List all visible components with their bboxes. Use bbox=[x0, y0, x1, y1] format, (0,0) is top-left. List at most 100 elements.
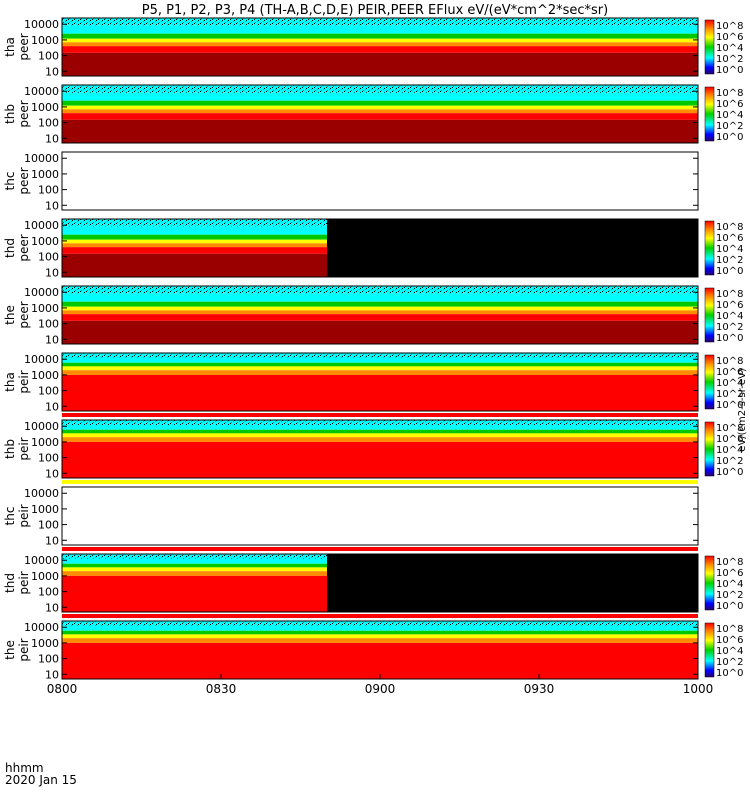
flux-band-3 bbox=[62, 433, 698, 438]
colorbar-tick-label: 10^6 bbox=[716, 434, 743, 445]
quality-flag-bar bbox=[62, 547, 698, 551]
panel-frame bbox=[61, 84, 699, 144]
flux-band-6 bbox=[62, 320, 698, 344]
colorbar-tick-label: 10^2 bbox=[716, 590, 743, 601]
y-tick-label: 10 bbox=[45, 65, 59, 78]
flux-band-4 bbox=[62, 370, 698, 375]
colorbar bbox=[704, 622, 715, 678]
flux-band-4 bbox=[62, 571, 327, 576]
colorbar-tick-label: 10^8 bbox=[716, 21, 743, 32]
panel-probe-label: thb bbox=[3, 439, 17, 459]
no-data-fill bbox=[327, 554, 698, 612]
flux-band-5 bbox=[62, 374, 698, 411]
x-tick-label: 0830 bbox=[206, 682, 237, 696]
flux-band-1 bbox=[62, 92, 698, 101]
colorbar-units-label: eV/(cm2-s-sr-eV) bbox=[737, 368, 748, 452]
panel-thb-peer: 10 100 1000 10000 thb peer 10^810^610^410^210^… bbox=[3, 84, 743, 145]
colorbar-tick-label: 10^0 bbox=[716, 601, 743, 612]
y-tick-label: 10 bbox=[45, 534, 59, 547]
flux-band-3 bbox=[62, 239, 327, 244]
panel-species-label: peir bbox=[17, 437, 31, 460]
x-tick-label: 0800 bbox=[47, 682, 78, 696]
colorbar-tick-label: 10^2 bbox=[716, 54, 743, 65]
y-tick-label: 1000 bbox=[31, 235, 59, 248]
flux-band-4 bbox=[62, 638, 698, 643]
colorbar-tick-label: 10^4 bbox=[716, 244, 743, 255]
y-tick-label: 10000 bbox=[24, 85, 59, 98]
y-tick-label: 100 bbox=[38, 586, 59, 599]
panel-tha-peir: 10 100 1000 10000 tha peir 10^810^610^410^210^… bbox=[3, 352, 743, 417]
x-tick-label: 1000 bbox=[683, 682, 714, 696]
colorbar-tick-label: 10^0 bbox=[716, 668, 743, 679]
flux-band-4 bbox=[62, 42, 698, 47]
colorbar bbox=[704, 354, 715, 410]
y-tick-label: 10000 bbox=[24, 621, 59, 634]
colorbar-tick-label: 10^6 bbox=[716, 32, 743, 43]
panel-probe-label: thc bbox=[3, 172, 17, 191]
flux-band-5 bbox=[62, 441, 698, 478]
y-tick-label: 1000 bbox=[31, 369, 59, 382]
flux-band-6 bbox=[62, 119, 698, 143]
colorbar-tick-label: 10^4 bbox=[716, 43, 743, 54]
panel-probe-label: thd bbox=[3, 573, 17, 593]
flux-band-5 bbox=[62, 247, 327, 254]
panel-frame bbox=[61, 218, 699, 278]
panel-probe-label: the bbox=[3, 640, 17, 660]
flux-band-4 bbox=[62, 243, 327, 248]
flux-band-0 bbox=[62, 18, 698, 26]
no-data-fill bbox=[327, 219, 698, 277]
panel-frame bbox=[61, 151, 699, 211]
flux-band-2 bbox=[62, 630, 698, 635]
panel-thb-peir: 10 100 1000 10000 thb peir 10^810^610^410^210^… bbox=[3, 419, 743, 484]
panel-frame bbox=[61, 17, 699, 77]
flux-band-1 bbox=[62, 25, 698, 34]
flux-band-2 bbox=[62, 362, 698, 367]
flux-band-5 bbox=[62, 642, 698, 679]
y-tick-label: 1000 bbox=[31, 637, 59, 650]
flux-band-2 bbox=[62, 563, 327, 568]
y-tick-label: 100 bbox=[38, 385, 59, 398]
flux-band-1 bbox=[62, 357, 698, 363]
panel-probe-label: thb bbox=[3, 104, 17, 124]
y-tick-label: 10000 bbox=[24, 554, 59, 567]
flux-band-5 bbox=[62, 46, 698, 53]
flux-band-3 bbox=[62, 634, 698, 639]
quality-flag-bar bbox=[62, 614, 698, 618]
y-tick-label: 10 bbox=[45, 400, 59, 413]
y-tick-label: 1000 bbox=[31, 570, 59, 583]
flux-band-1 bbox=[62, 558, 327, 564]
colorbar-tick-label: 10^4 bbox=[716, 378, 743, 389]
panel-frame bbox=[61, 352, 699, 412]
y-tick-label: 100 bbox=[38, 519, 59, 532]
flux-band-6 bbox=[62, 52, 698, 76]
colorbar-tick-label: 10^0 bbox=[716, 65, 743, 76]
flux-band-2 bbox=[62, 301, 698, 307]
flux-band-1 bbox=[62, 293, 698, 302]
y-tick-label: 10000 bbox=[24, 219, 59, 232]
quality-flag-bar bbox=[62, 413, 698, 417]
y-tick-label: 100 bbox=[38, 251, 59, 264]
colorbar-tick-label: 10^0 bbox=[716, 333, 743, 344]
x-tick-label: 0900 bbox=[365, 682, 396, 696]
chart-title: P5, P1, P2, P3, P4 (TH-A,B,C,D,E) PEIR,P… bbox=[142, 3, 608, 18]
y-tick-label: 100 bbox=[38, 50, 59, 63]
colorbar-tick-label: 10^6 bbox=[716, 367, 743, 378]
colorbar-tick-label: 10^2 bbox=[716, 121, 743, 132]
colorbar bbox=[704, 220, 715, 276]
y-tick-label: 10 bbox=[45, 266, 59, 279]
y-tick-label: 1000 bbox=[31, 101, 59, 114]
flux-band-0 bbox=[62, 621, 698, 626]
colorbar-tick-label: 10^8 bbox=[716, 557, 743, 568]
flux-band-0 bbox=[62, 420, 698, 425]
flux-band-2 bbox=[62, 100, 698, 106]
flux-band-3 bbox=[62, 38, 698, 43]
panel-thd-peer: 10 100 1000 10000 thd peer 10^810^610^410^210^… bbox=[3, 218, 743, 279]
colorbar bbox=[704, 555, 715, 611]
colorbar-tick-label: 10^6 bbox=[716, 568, 743, 579]
y-tick-label: 10 bbox=[45, 668, 59, 681]
panel-the-peer: 10 100 1000 10000 the peer 10^810^610^410^210^… bbox=[3, 285, 743, 346]
y-tick-label: 1000 bbox=[31, 503, 59, 516]
panel-species-label: peer bbox=[17, 100, 31, 127]
